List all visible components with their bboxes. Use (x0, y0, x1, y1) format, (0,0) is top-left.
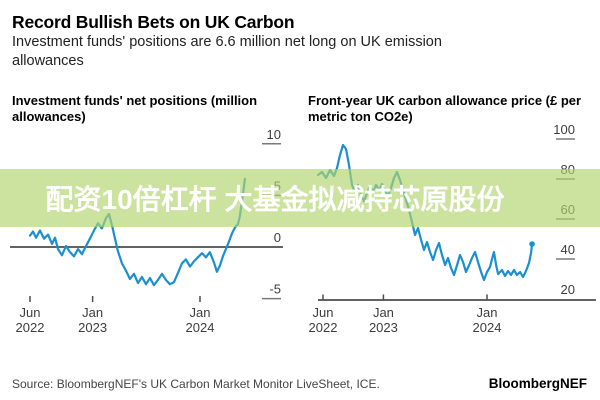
data-line (28, 177, 246, 287)
carbon-price-chart: 10080604020Jun2022Jan2023Jan2024 (309, 122, 596, 335)
x-tick-label-year: 2022 (309, 320, 338, 335)
watermark-text: 配资10倍杠杆 大基金拟减持芯原股份 (45, 184, 505, 215)
y-tick-label: 100 (553, 122, 575, 137)
y-tick-label: 10 (267, 127, 281, 142)
x-tick-label-year: 2023 (369, 320, 398, 335)
y-tick-label: 40 (561, 242, 575, 257)
y-tick-label: 0 (274, 230, 281, 245)
x-tick-label-month: Jan (477, 305, 498, 320)
y-tick-label: -5 (269, 282, 281, 297)
x-tick-label-month: Jan (82, 305, 103, 320)
last-point-dot (529, 241, 535, 247)
bloombergnef-logo: BloombergNEF (488, 376, 587, 391)
page-title: Record Bullish Bets on UK Carbon (12, 12, 295, 32)
x-tick-label-year: 2023 (78, 320, 107, 335)
x-tick-label-month: Jan (190, 305, 211, 320)
x-tick-label-month: Jun (313, 305, 334, 320)
x-tick-label-month: Jun (20, 305, 41, 320)
right-chart-title: Front-year UK carbon allowance price (£ … (308, 93, 582, 124)
x-tick-label-year: 2024 (473, 320, 502, 335)
y-tick-label: 20 (561, 282, 575, 297)
left-chart-title: Investment funds' net positions (million… (12, 93, 258, 124)
page-subtitle: Investment funds' positions are 6.6 mill… (12, 34, 442, 69)
source-note: Source: BloombergNEF's UK Carbon Market … (12, 377, 380, 391)
x-tick-label-year: 2024 (186, 320, 215, 335)
x-tick-label-year: 2022 (16, 320, 45, 335)
watermark-banner: 配资10倍杠杆 大基金拟减持芯原股份 (0, 169, 600, 227)
x-tick-label-month: Jan (373, 305, 394, 320)
